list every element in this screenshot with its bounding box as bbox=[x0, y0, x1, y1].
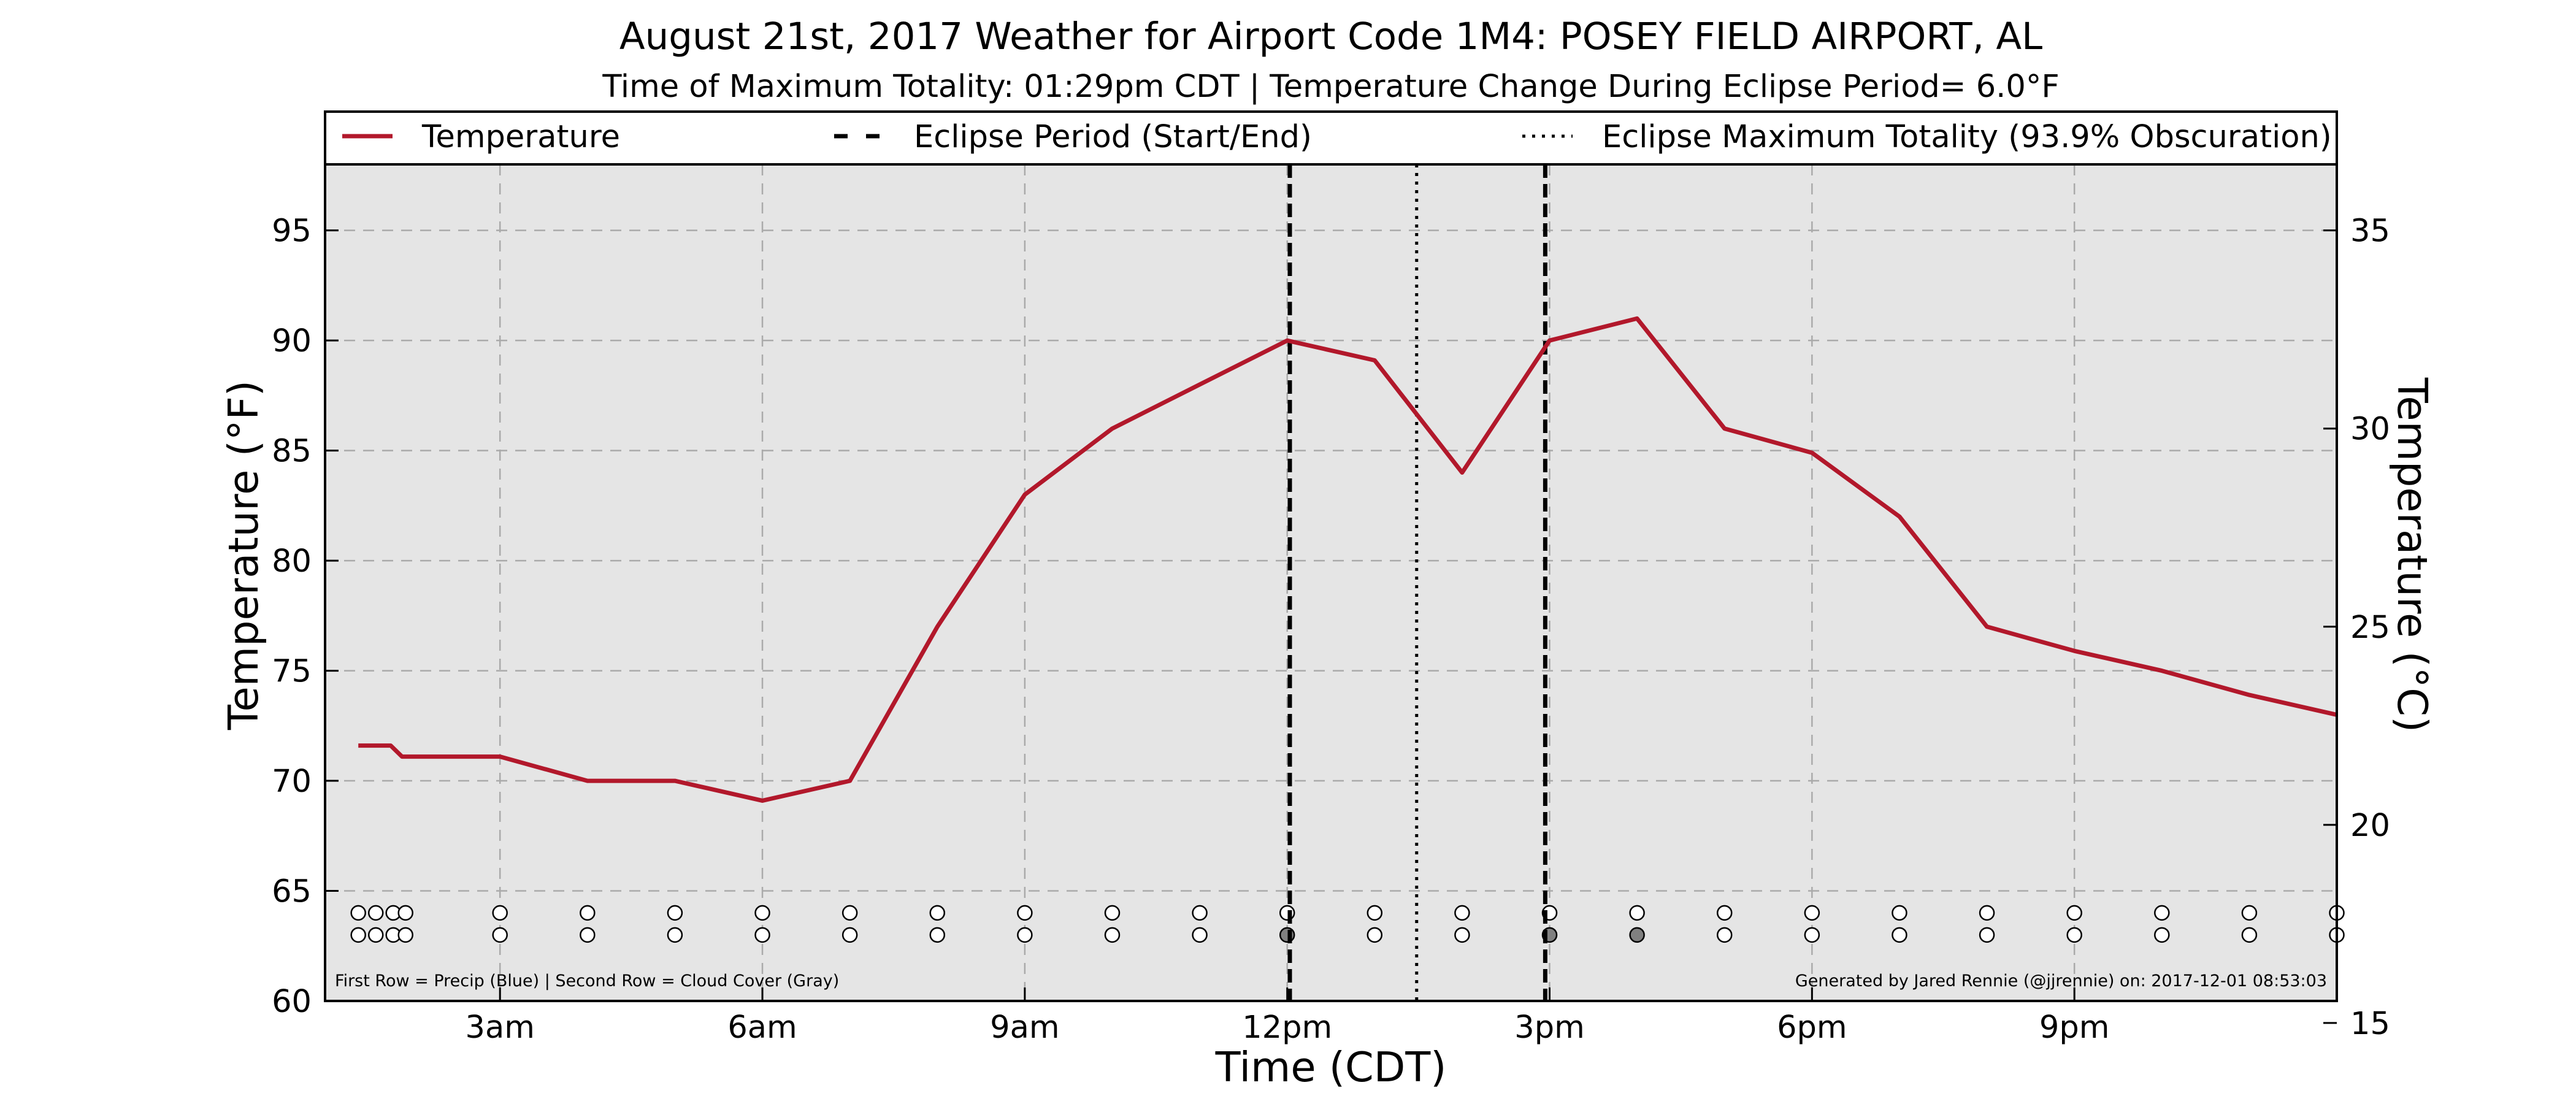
precip-marker bbox=[2154, 905, 2170, 921]
x-tick-label: 6pm bbox=[1777, 1010, 1847, 1046]
precip-marker bbox=[2066, 905, 2082, 921]
cloud-cover-marker bbox=[1716, 927, 1733, 943]
cloud-cover-marker bbox=[1367, 927, 1383, 943]
precip-marker bbox=[1454, 905, 1470, 921]
y-tick-label-left: 90 bbox=[272, 323, 312, 359]
cloud-cover-marker bbox=[1804, 927, 1820, 943]
temperature-series-line bbox=[358, 316, 2337, 803]
precip-marker bbox=[754, 905, 770, 921]
cloud-cover-marker bbox=[397, 927, 413, 943]
precip-marker bbox=[1979, 905, 1995, 921]
precip-marker bbox=[350, 905, 366, 921]
cloud-cover-marker bbox=[2241, 927, 2258, 943]
precip-marker bbox=[929, 905, 946, 921]
y-axis-label-left: Temperature (°F) bbox=[220, 380, 267, 730]
cloud-cover-marker bbox=[1892, 927, 1907, 943]
y-tick-label-left: 85 bbox=[272, 434, 312, 470]
precip-marker bbox=[1104, 905, 1121, 921]
y-tick-label-left: 75 bbox=[272, 654, 312, 690]
cloud-cover-marker bbox=[1454, 927, 1470, 943]
cloud-cover-marker bbox=[2066, 927, 2082, 943]
legend-label-eclipse-period: Eclipse Period (Start/End) bbox=[914, 119, 1312, 155]
cloud-cover-marker bbox=[667, 927, 683, 943]
precip-marker bbox=[1629, 905, 1645, 921]
y-tick-label-right: 25 bbox=[2350, 610, 2390, 646]
legend-box bbox=[324, 110, 2338, 166]
cloud-cover-marker bbox=[1279, 927, 1295, 943]
plot-area: First Row = Precip (Blue) | Second Row =… bbox=[272, 163, 2390, 1046]
footnote-right: Generated by Jared Rennie (@jjrennie) on… bbox=[1795, 972, 2327, 991]
x-axis-label: Time (CDT) bbox=[1215, 1043, 1447, 1091]
cloud-cover-marker bbox=[929, 927, 946, 943]
x-tick-label: 3am bbox=[466, 1010, 535, 1046]
y-tick-label-left: 70 bbox=[272, 764, 312, 800]
cloud-cover-marker bbox=[580, 927, 596, 943]
precip-marker bbox=[1892, 905, 1907, 921]
precip-marker bbox=[1192, 905, 1208, 921]
x-tick-label: 9pm bbox=[2039, 1010, 2110, 1046]
precip-marker bbox=[1279, 905, 1295, 921]
cloud-cover-marker bbox=[2154, 927, 2170, 943]
precip-marker bbox=[1804, 905, 1820, 921]
precip-marker bbox=[2241, 905, 2258, 921]
y-tick-label-right: 15 bbox=[2350, 1006, 2390, 1042]
cloud-cover-marker bbox=[367, 927, 384, 943]
x-tick-label: 6am bbox=[727, 1010, 797, 1046]
y-tick-label-right: 30 bbox=[2350, 412, 2390, 448]
cloud-cover-marker bbox=[492, 927, 508, 943]
legend-label-max-totality: Eclipse Maximum Totality (93.9% Obscurat… bbox=[1602, 119, 2332, 155]
cloud-cover-marker bbox=[1192, 927, 1208, 943]
chart-subtitle: Time of Maximum Totality: 01:29pm CDT | … bbox=[602, 69, 2059, 105]
y-tick-label-right: 20 bbox=[2350, 808, 2390, 844]
footnote-left: First Row = Precip (Blue) | Second Row =… bbox=[335, 972, 839, 991]
plot-background bbox=[325, 164, 2337, 1001]
cloud-cover-marker bbox=[754, 927, 770, 943]
precip-marker bbox=[580, 905, 596, 921]
legend: Temperature Eclipse Period (Start/End) E… bbox=[324, 110, 2338, 166]
cloud-cover-marker bbox=[841, 927, 858, 943]
cloud-cover-marker bbox=[350, 927, 366, 943]
precip-marker bbox=[1716, 905, 1733, 921]
y-tick-label-right: 35 bbox=[2350, 213, 2390, 250]
cloud-cover-marker bbox=[1104, 927, 1121, 943]
precip-marker bbox=[492, 905, 508, 921]
y-tick-label-left: 80 bbox=[272, 543, 312, 580]
y-tick-label-left: 65 bbox=[272, 874, 312, 910]
y-tick-label-left: 95 bbox=[272, 213, 312, 250]
precip-marker bbox=[397, 905, 413, 921]
chart-title: August 21st, 2017 Weather for Airport Co… bbox=[619, 15, 2042, 58]
x-tick-label: 3pm bbox=[1514, 1010, 1585, 1046]
legend-label-temperature: Temperature bbox=[421, 119, 620, 155]
cloud-cover-marker bbox=[1629, 927, 1645, 943]
x-tick-label: 9am bbox=[990, 1010, 1059, 1046]
precip-marker bbox=[1367, 905, 1383, 921]
y-tick-label-left: 60 bbox=[272, 984, 312, 1020]
y-axis-label-right: Temperature (°C) bbox=[2388, 377, 2436, 732]
precip-marker bbox=[841, 905, 858, 921]
x-tick-label: 12pm bbox=[1242, 1010, 1332, 1046]
cloud-cover-marker bbox=[1017, 927, 1033, 943]
precip-marker bbox=[1017, 905, 1033, 921]
cloud-cover-marker bbox=[1979, 927, 1995, 943]
precip-marker bbox=[667, 905, 683, 921]
precip-marker bbox=[367, 905, 384, 921]
